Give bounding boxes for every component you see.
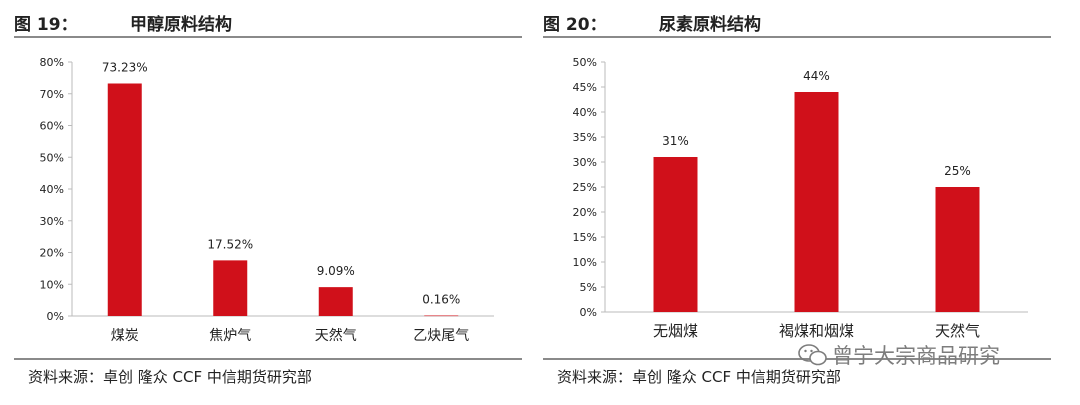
methanol-bar-3	[318, 287, 353, 316]
x-category-label: 乙炔尾气	[413, 328, 469, 344]
data-label: 17.52%	[207, 237, 253, 251]
x-category-label: 天然气	[315, 327, 357, 344]
watermark-text: 曾宁大宗商品研究	[832, 344, 1000, 368]
bottom-rule	[543, 358, 1051, 360]
y-tick-label: 0%	[47, 310, 64, 323]
figure-title: 图 19： 甲醇原料结构	[14, 10, 232, 35]
methanol-figure-panel: 图 19： 甲醇原料结构 0% 10% 20% 30% 40% 50% 60% 70% 80% 73…	[14, 0, 534, 405]
data-label: 73.23%	[102, 60, 148, 74]
y-tick-label: 20%	[573, 206, 597, 219]
y-tick-label: 25%	[573, 181, 597, 194]
y-tick-label: 40%	[40, 183, 64, 196]
y-tick-label: 30%	[40, 215, 64, 228]
y-tick-label: 15%	[573, 231, 597, 244]
watermark: 曾宁大宗商品研究	[798, 340, 1000, 372]
y-tick-label: 10%	[40, 278, 64, 291]
x-category-label: 天然气	[935, 322, 980, 340]
y-tick-label: 20%	[40, 247, 64, 260]
bottom-rule	[14, 358, 522, 360]
y-tick-label: 35%	[573, 131, 597, 144]
x-category-label: 褐煤和烟煤	[779, 322, 854, 340]
figure-caption: 甲醇原料结构	[130, 15, 232, 35]
y-tick-label: 10%	[573, 256, 597, 269]
figure-title: 图 20： 尿素原料结构	[543, 10, 761, 35]
x-category-label: 焦炉气	[209, 328, 251, 344]
y-tick-label: 50%	[573, 56, 597, 69]
urea-bar-1	[653, 157, 698, 312]
urea-bar-3	[935, 187, 980, 312]
y-tick-label: 30%	[573, 156, 597, 169]
source-note: 资料来源：卓创 隆众 CCF 中信期货研究部	[557, 368, 841, 386]
data-label: 0.16%	[422, 292, 460, 306]
data-label: 31%	[662, 134, 689, 148]
figure-number: 图 19：	[14, 15, 78, 35]
x-category-label: 无烟煤	[653, 322, 698, 340]
methanol-bar-1	[107, 83, 142, 316]
y-tick-label: 45%	[573, 81, 597, 94]
figure-number: 图 20：	[543, 15, 607, 35]
urea-bar-chart: 0% 5% 10% 15% 20% 25% 30% 35% 40% 45% 50% 31% 无烟煤 44%…	[573, 56, 1028, 340]
y-tick-label: 5%	[580, 281, 597, 294]
y-tick-label: 40%	[573, 106, 597, 119]
data-label: 25%	[944, 164, 971, 178]
methanol-bar-2	[213, 260, 248, 316]
source-note: 资料来源：卓创 隆众 CCF 中信期货研究部	[28, 368, 312, 386]
wechat-icon	[798, 343, 828, 372]
y-tick-label: 80%	[40, 56, 64, 69]
figure-caption: 尿素原料结构	[659, 15, 761, 35]
methanol-bar-chart: 0% 10% 20% 30% 40% 50% 60% 70% 80% 73.23% 煤炭 17.52%…	[40, 56, 494, 344]
data-label: 44%	[803, 69, 830, 83]
urea-bar-2	[794, 92, 839, 312]
y-tick-label: 50%	[40, 151, 64, 164]
data-label: 9.09%	[317, 264, 355, 278]
y-tick-label: 70%	[40, 88, 64, 101]
methanol-bar-4	[424, 315, 459, 317]
y-tick-label: 0%	[580, 306, 597, 319]
x-category-label: 煤炭	[111, 328, 139, 344]
y-tick-label: 60%	[40, 120, 64, 133]
urea-figure-panel: 图 20： 尿素原料结构 0% 5% 10% 15% 20% 25% 30% 35% 40% 45%…	[543, 0, 1063, 405]
top-rule	[543, 36, 1051, 38]
top-rule	[14, 36, 522, 38]
